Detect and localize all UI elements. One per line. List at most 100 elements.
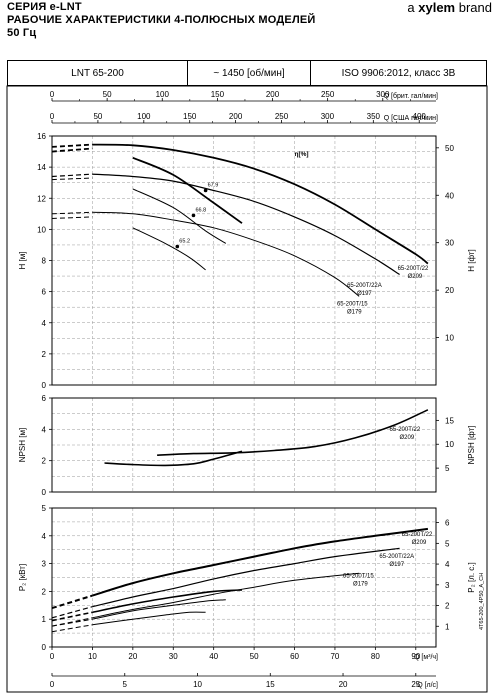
y-tick-label: 12 [37,194,46,203]
ls-axis-tick-label: 20 [339,680,348,689]
panel-frame [51,507,437,648]
y-right-axis-label: P₂ [л. с.] [467,562,476,592]
p-label-small-diameter: Ø179 [353,582,368,588]
bep-label: 65.2 [179,238,190,244]
top-axis-tick-label: 200 [266,90,280,99]
power-curve-dashed [51,611,93,622]
y-right-axis-label: H [фт] [467,249,476,272]
x-tick-label: 0 [50,652,55,661]
y-right-tick-label: 50 [445,144,454,153]
power-curve-dashed [51,624,93,633]
y-tick-label: 2 [42,457,47,466]
series-title: СЕРИЯ e-LNT [7,1,82,13]
top-axis-tick-label: 400 [413,112,427,121]
efficiency-curve [132,188,227,244]
h-label-small-diameter: Ø179 [347,310,362,316]
ls-axis-label: Q [л/с] [417,682,438,689]
y-right-tick-label: 10 [445,440,454,449]
h-curve [92,143,429,265]
y-tick-label: 5 [42,504,47,513]
top-axis-label: Q [брит. гал/мин] [384,92,438,100]
h-curve [92,211,360,297]
top-axis-tick-label: 50 [93,112,102,121]
top-axis-label: Q [США гал/мин] [384,115,438,122]
y-tick-label: 2 [42,587,47,596]
y-tick-label: 3 [42,560,47,569]
x-axis-label: Q [м³/ч] [414,654,438,661]
top-axis-tick-label: 100 [156,90,170,99]
x-tick-label: 50 [250,652,259,661]
ls-axis-tick-label: 25 [411,680,420,689]
page-title: РАБОЧИЕ ХАРАКТЕРИСТИКИ 4-ПОЛЮСНЫХ МОДЕЛЕ… [7,14,316,26]
x-tick-label: 10 [88,652,97,661]
y-right-tick-label: 30 [445,239,454,248]
h-curve-dashed [51,173,93,178]
npsh-label-model: 65-200T/22 [390,427,421,433]
top-axis-tick-label: 0 [50,90,55,99]
y-tick-label: 4 [42,425,47,434]
npsh-curve [104,450,243,467]
y-right-tick-label: 10 [445,334,454,343]
y-tick-label: 0 [42,488,47,497]
x-tick-label: 40 [209,652,218,661]
h-curve-dashed [51,143,93,148]
h-label-small-model: 65-200T/15 [337,302,368,308]
y-right-tick-label: 20 [445,286,454,295]
y-right-axis-label: NPSH [фт] [467,426,476,465]
x-tick-label: 90 [411,652,420,661]
document-code: 4T65-200_4P50_A_CH [479,572,485,630]
power-curve-dashed [51,618,93,627]
top-axis-tick-label: 250 [321,90,335,99]
bep-label: 67.9 [208,182,219,188]
power-curve [92,527,429,597]
h-label-mid-model: 65-200T/22A [347,283,382,289]
p-label-mid-diameter: Ø197 [389,562,404,568]
y-tick-label: 8 [42,257,47,266]
y-right-tick-label: 15 [445,416,454,425]
y-tick-label: 1 [42,615,47,624]
y-axis-label: P₂ [кВт] [18,564,27,591]
h-label-big-model: 65-200T/22 [398,266,429,272]
y-tick-label: 4 [42,532,47,541]
y-tick-label: 0 [42,381,47,390]
top-axis-tick-label: 0 [50,112,55,121]
y-tick-label: 6 [42,288,47,297]
y-right-tick-label: 3 [445,581,450,590]
efficiency-curve [132,227,206,271]
efficiency-curve-dashed [51,216,93,219]
efficiency-label: η[%] [295,151,309,158]
power-curve-dashed [51,606,93,619]
power-curve [92,611,206,626]
y-tick-label: 6 [42,394,47,403]
y-tick-label: 4 [42,319,47,328]
efficiency-curve [132,156,243,224]
x-tick-label: 70 [330,652,339,661]
h-label-big-diameter: Ø209 [408,274,423,280]
top-axis-tick-label: 350 [367,112,381,121]
y-right-tick-label: 5 [445,539,450,548]
y-right-tick-label: 5 [445,464,450,473]
power-curve [92,547,400,608]
top-axis-tick-label: 100 [137,112,151,121]
top-axis-tick-label: 300 [376,90,390,99]
y-tick-label: 0 [42,643,47,652]
ls-axis-tick-label: 5 [123,680,128,689]
x-tick-label: 30 [169,652,178,661]
h-label-mid-diameter: Ø197 [357,291,372,297]
power-curve [92,572,360,619]
p-label-big-diameter: Ø209 [412,540,427,546]
ls-axis-tick-label: 10 [193,680,202,689]
standard-cell: ISO 9906:2012, класс 3В [341,67,456,79]
x-tick-label: 20 [128,652,137,661]
brand-logo: a xylem brand [407,0,492,15]
x-tick-label: 80 [371,652,380,661]
power-curve-dashed [51,594,93,610]
y-tick-label: 10 [37,225,46,234]
speed-cell: ~ 1450 [об/мин] [188,61,311,85]
y-right-tick-label: 1 [445,622,450,631]
outer-frame [6,85,488,693]
efficiency-curve-dashed [51,177,93,181]
bep-point [191,213,196,218]
top-axis-tick-label: 50 [103,90,112,99]
